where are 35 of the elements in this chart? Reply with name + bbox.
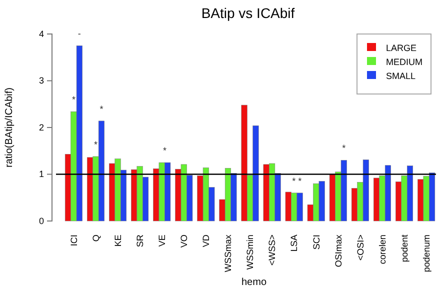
x-tick-label: VD	[201, 234, 212, 248]
x-tick-label: ICI	[68, 234, 79, 246]
x-tick-label: LSA	[289, 234, 300, 252]
x-tick-label: WSSmin	[245, 234, 256, 270]
y-tick-label: 1	[38, 169, 44, 180]
y-tick-label: 3	[38, 76, 44, 86]
x-tick-label: corelen	[377, 234, 388, 264]
annotation: *	[72, 94, 76, 105]
legend-label: LARGE	[386, 43, 417, 53]
annotation: -	[78, 28, 81, 39]
annotation: * *	[292, 176, 302, 186]
annotation: *	[100, 104, 104, 114]
x-tick-label: SCI	[311, 234, 322, 250]
x-tick-label: Q	[90, 234, 101, 242]
x-tick-label: podent	[399, 234, 410, 262]
x-tick-label: WSSmax	[223, 234, 234, 272]
legend-label: MEDIUM	[386, 57, 422, 67]
x-axis-title: hemo	[241, 277, 267, 288]
x-tick-label: podenum	[421, 234, 432, 272]
y-tick-label: 2	[38, 122, 44, 132]
x-tick-label: VO	[179, 234, 190, 248]
legend-label: SMALL	[386, 71, 416, 81]
x-tick-label: OSImax	[333, 234, 344, 268]
x-tick-label: <WSS>	[267, 234, 278, 266]
chart-title: BAtip vs ICAbif	[201, 5, 295, 21]
x-tick-label: <OSI>	[355, 234, 366, 261]
y-tick-label: 4	[38, 28, 44, 39]
y-axis-title: ratio(BAtip/ICAbif)	[4, 87, 15, 168]
x-tick-label: SR	[134, 234, 145, 248]
y-tick-label: 0	[38, 216, 44, 226]
x-tick-label: VE	[157, 234, 167, 247]
annotation: *	[162, 146, 167, 156]
annotation: *	[342, 143, 346, 154]
annotation: *	[94, 139, 98, 150]
x-tick-label: KE	[112, 234, 123, 247]
